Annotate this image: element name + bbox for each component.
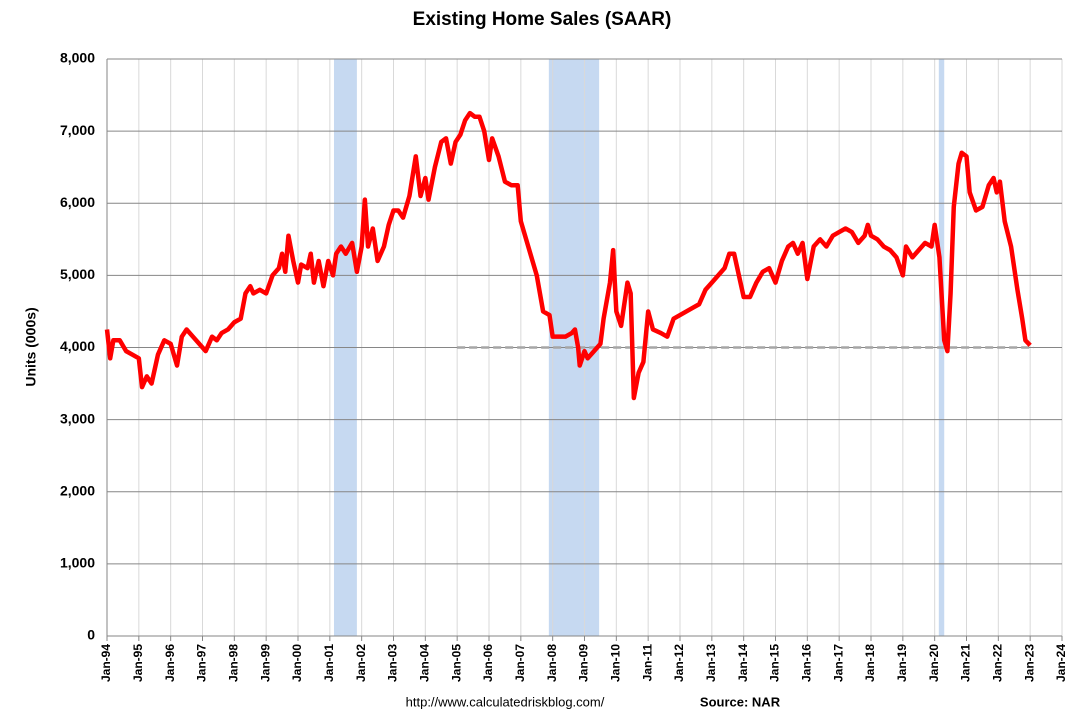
series-line [104, 110, 1032, 401]
x-tick-label: Jan-12 [672, 644, 686, 682]
x-tick-label: Jan-94 [99, 644, 113, 682]
y-tick-label: 5,000 [60, 266, 95, 282]
x-tick-label: Jan-03 [386, 644, 400, 682]
x-tick-label: Jan-99 [258, 644, 272, 682]
y-tick-label: 4,000 [60, 338, 95, 354]
y-tick-label: 1,000 [60, 555, 95, 571]
x-tick-label: Jan-16 [800, 644, 814, 682]
x-tick-label: Jan-22 [991, 644, 1005, 682]
x-tick-label: Jan-10 [609, 644, 623, 682]
x-tick-label: Jan-23 [1022, 644, 1036, 682]
x-tick-label: Jan-13 [704, 644, 718, 682]
x-tick-label: Jan-15 [768, 644, 782, 682]
x-tick-label: Jan-08 [545, 644, 559, 682]
x-tick-label: Jan-04 [418, 644, 432, 682]
x-tick-label: Jan-01 [322, 644, 336, 682]
y-tick-label: 3,000 [60, 410, 95, 426]
x-tick-label: Jan-95 [131, 644, 145, 682]
x-tick-label: Jan-97 [195, 644, 209, 682]
y-tick-label: 7,000 [60, 122, 95, 138]
x-tick-label: Jan-02 [354, 644, 368, 682]
footer-source: Source: NAR [700, 694, 781, 709]
x-tick-label: Jan-00 [290, 644, 304, 682]
x-tick-label: Jan-18 [863, 644, 877, 682]
x-tick-label: Jan-21 [959, 644, 973, 682]
x-tick-label: Jan-05 [449, 644, 463, 682]
x-tick-label: Jan-11 [640, 644, 654, 682]
x-tick-label: Jan-06 [481, 644, 495, 682]
x-tick-label: Jan-17 [831, 644, 845, 682]
x-tick-label: Jan-20 [927, 644, 941, 682]
y-tick-label: 6,000 [60, 194, 95, 210]
y-tick-label: 0 [87, 627, 95, 643]
x-tick-label: Jan-19 [895, 644, 909, 682]
x-tick-label: Jan-09 [577, 644, 591, 682]
x-tick-label: Jan-07 [513, 644, 527, 682]
x-tick-label: Jan-24 [1054, 644, 1068, 682]
y-tick-label: 8,000 [60, 50, 95, 66]
x-tick-label: Jan-14 [736, 644, 750, 682]
y-tick-label: 2,000 [60, 482, 95, 498]
x-tick-label: Jan-98 [227, 644, 241, 682]
y-axis-label: Units (000s) [23, 307, 39, 386]
chart-title: Existing Home Sales (SAAR) [413, 9, 672, 30]
footer-url: http://www.calculatedriskblog.com/ [406, 694, 605, 709]
x-tick-label: Jan-96 [163, 644, 177, 682]
